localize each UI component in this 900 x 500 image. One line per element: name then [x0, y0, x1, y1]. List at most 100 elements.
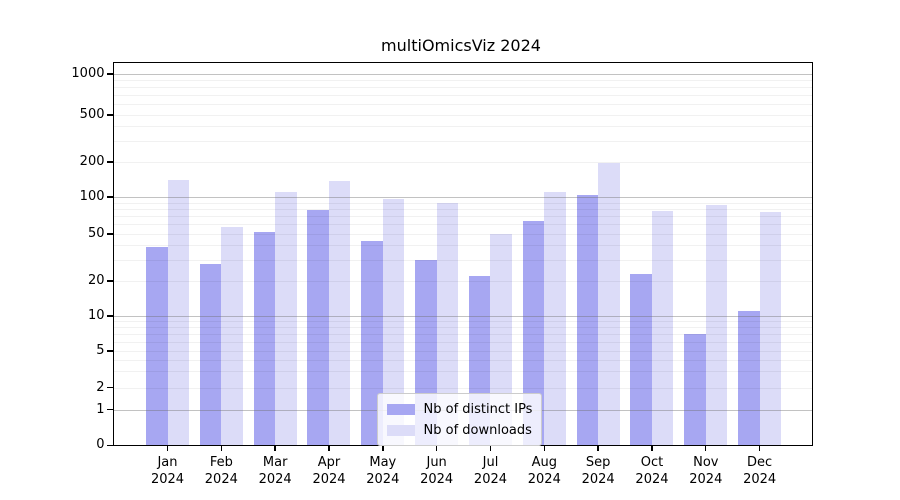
- y-axis-tick: [106, 409, 113, 411]
- x-axis-tick-label: Sep 2024: [566, 454, 630, 488]
- month-label: Jan: [157, 455, 178, 471]
- y-axis-tick: [106, 350, 113, 352]
- minor-gridline: [113, 327, 812, 329]
- y-axis-tick-label: 0: [96, 437, 105, 453]
- minor-gridline: [113, 359, 812, 361]
- y-axis-tick-label: 100: [79, 189, 105, 204]
- x-axis-tick-label: Mar 2024: [243, 454, 307, 488]
- minor-gridline: [113, 80, 812, 82]
- bar-nb-of-downloads-sep: [598, 163, 620, 446]
- minor-gridline: [113, 224, 812, 226]
- y-axis-tick-label: 500: [79, 107, 105, 122]
- y-axis-tick-label: 2: [96, 379, 105, 395]
- year-label: 2024: [527, 472, 561, 488]
- bar-nb-of-downloads-feb: [221, 227, 243, 446]
- x-axis-tick: [382, 446, 384, 452]
- minor-gridline: [113, 104, 812, 106]
- y-axis-tick: [106, 315, 113, 317]
- minor-gridline: [113, 281, 812, 282]
- minor-gridline: [113, 260, 812, 262]
- month-label: Nov: [693, 455, 719, 471]
- bar-nb-of-downloads-aug: [544, 192, 566, 446]
- x-axis-tick-label: May 2024: [351, 454, 415, 488]
- legend-item-downloads: Nb of downloads: [386, 421, 533, 439]
- y-axis-tick-label: 20: [87, 273, 105, 288]
- minor-gridline: [113, 351, 812, 352]
- x-axis-tick-label: Jun 2024: [405, 454, 469, 488]
- month-label: Sep: [585, 455, 611, 471]
- legend: Nb of distinct IPs Nb of downloads: [376, 393, 543, 446]
- x-axis-tick-label: Feb 2024: [189, 454, 253, 488]
- x-axis-tick: [705, 446, 707, 452]
- legend-swatch-downloads: [386, 424, 415, 436]
- legend-label-downloads: Nb of downloads: [423, 422, 532, 438]
- x-axis-tick-label: Jul 2024: [458, 454, 522, 488]
- y-axis-tick: [106, 161, 113, 163]
- bar-nb-of-distinct-ips-jan: [146, 246, 168, 446]
- bar-nb-of-downloads-dec: [759, 212, 782, 446]
- chart-title: multiOmicsViz 2024: [381, 36, 541, 55]
- major-gridline: [113, 316, 812, 317]
- month-label: May: [369, 455, 397, 471]
- bar-nb-of-distinct-ips-mar: [253, 231, 276, 446]
- minor-gridline: [113, 371, 812, 373]
- x-axis-tick: [220, 446, 223, 452]
- bar-nb-of-downloads-jun: [436, 202, 459, 446]
- minor-gridline: [113, 216, 812, 218]
- minor-gridline: [113, 387, 812, 389]
- month-label: Apr: [317, 455, 341, 471]
- bar-nb-of-distinct-ips-aug: [522, 220, 545, 446]
- minor-gridline: [113, 334, 812, 335]
- bar-nb-of-downloads-oct: [651, 210, 674, 446]
- bar-nb-of-distinct-ips-dec: [738, 311, 760, 446]
- minor-gridline: [113, 162, 812, 163]
- bar-nb-of-distinct-ips-nov: [684, 334, 706, 446]
- x-axis-tick: [274, 446, 276, 452]
- minor-gridline: [113, 126, 812, 128]
- x-axis-tick: [435, 446, 438, 452]
- bar-nb-of-distinct-ips-apr: [307, 210, 329, 446]
- month-label: Oct: [640, 455, 664, 471]
- year-label: 2024: [258, 472, 292, 488]
- x-axis-tick: [328, 446, 330, 452]
- legend-swatch-distinct-ips: [386, 403, 415, 415]
- bar-nb-of-downloads-jul: [490, 234, 512, 446]
- y-axis-tick: [106, 114, 113, 116]
- year-label: 2024: [366, 472, 400, 488]
- y-axis-tick-label: 1: [96, 401, 105, 417]
- y-axis-tick: [106, 387, 113, 389]
- y-axis-tick-label: 1000: [71, 66, 105, 81]
- y-axis-tick-label: 50: [87, 226, 105, 241]
- y-axis-tick: [106, 233, 113, 235]
- minor-gridline: [113, 202, 812, 204]
- bar-nb-of-downloads-jan: [167, 180, 189, 446]
- year-label: 2024: [689, 472, 723, 488]
- minor-gridline: [113, 115, 812, 116]
- bar-nb-of-distinct-ips-feb: [199, 263, 222, 446]
- year-label: 2024: [581, 472, 615, 488]
- major-gridline: [113, 197, 812, 198]
- x-axis-tick-label: Dec 2024: [728, 454, 792, 488]
- x-axis-tick-label: Oct 2024: [620, 454, 684, 488]
- year-label: 2024: [420, 472, 454, 488]
- minor-gridline: [113, 87, 812, 89]
- bar-nb-of-downloads-apr: [328, 180, 351, 446]
- year-label: 2024: [150, 472, 185, 488]
- bar-nb-of-downloads-nov: [705, 205, 728, 446]
- year-label: 2024: [635, 472, 669, 488]
- y-axis-tick: [106, 73, 113, 75]
- minor-gridline: [113, 208, 812, 210]
- year-label: 2024: [743, 472, 777, 488]
- month-label: Aug: [531, 455, 557, 471]
- x-axis-tick: [597, 446, 599, 452]
- x-axis-tick: [166, 446, 169, 452]
- x-axis-tick-label: Apr 2024: [297, 454, 361, 488]
- legend-label-distinct-ips: Nb of distinct IPs: [423, 401, 533, 417]
- plot-area: Nb of distinct IPs Nb of downloads 0 1 2 5 1…: [71, 62, 813, 487]
- major-gridline: [113, 74, 812, 75]
- minor-gridline: [113, 95, 812, 97]
- x-axis-tick-label: Jan 2024: [136, 454, 200, 488]
- y-axis-tick: [106, 196, 113, 198]
- x-axis-tick: [758, 446, 761, 452]
- legend-item-distinct-ips: Nb of distinct IPs: [386, 400, 533, 418]
